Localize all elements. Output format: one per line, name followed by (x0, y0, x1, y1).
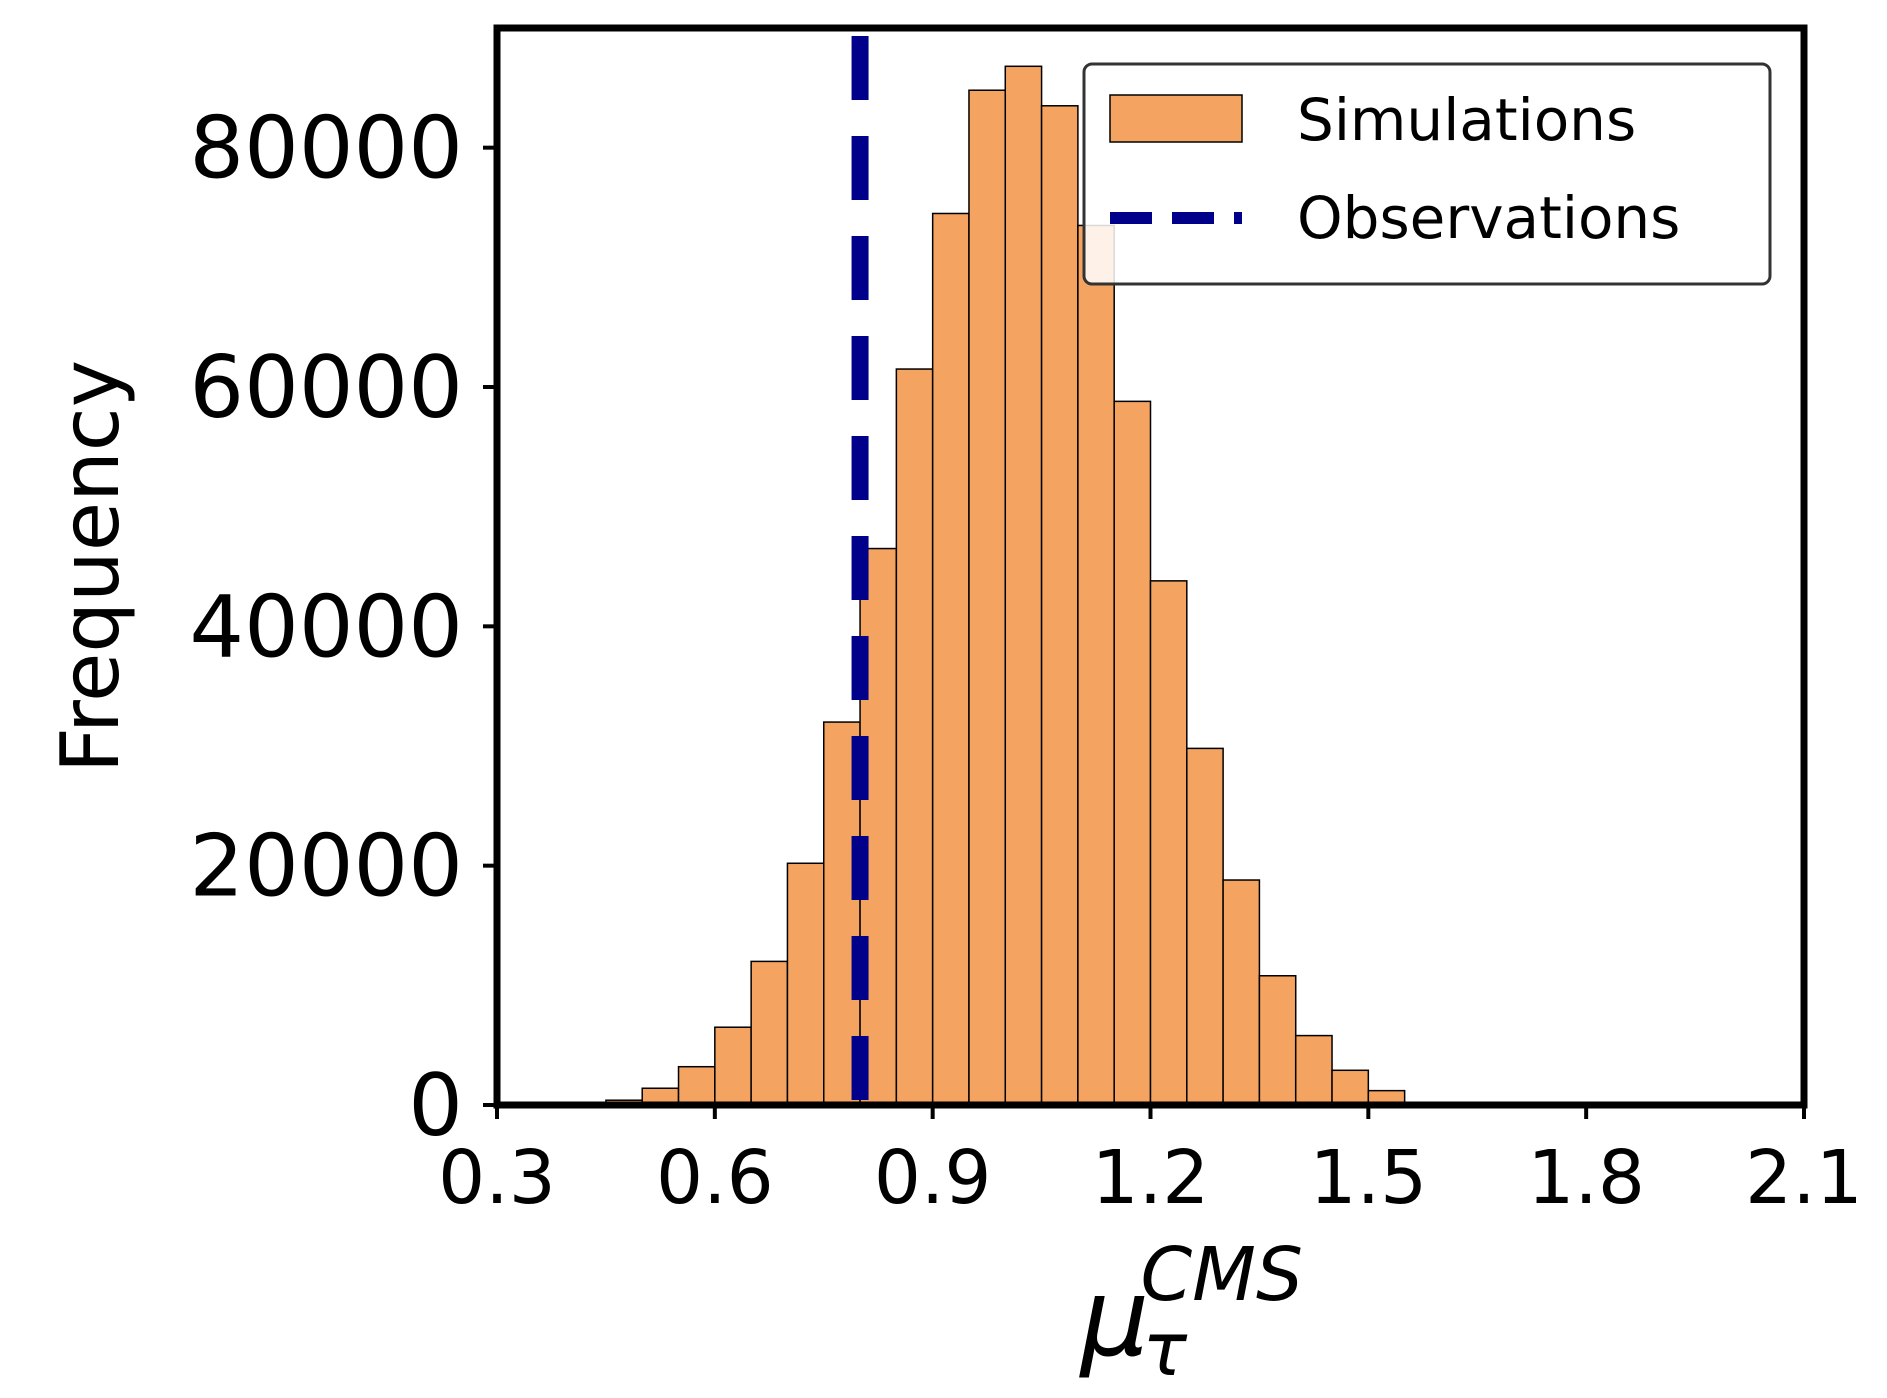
histogram-bar (1258, 975, 1297, 1106)
x-tick-label: 1.5 (1309, 1135, 1427, 1221)
legend-simulations-label: Simulations (1297, 86, 1636, 154)
histogram-bar (1004, 65, 1043, 1106)
x-axis-title-base: μ (1079, 1256, 1150, 1381)
x-axis-title: μ CMS τ (1079, 1232, 1304, 1393)
y-tick-label: 60000 (189, 338, 463, 438)
histogram-bar (714, 1026, 752, 1106)
histogram-bar (677, 1065, 716, 1106)
x-tick-label: 0.9 (874, 1135, 992, 1221)
y-tick-label: 20000 (189, 817, 463, 917)
y-tick-label: 40000 (189, 577, 463, 677)
y-axis-title: Frequency (44, 360, 137, 773)
histogram-bar (895, 368, 934, 1106)
histogram-bar (750, 960, 789, 1106)
histogram-bar (1077, 224, 1115, 1106)
histogram-bar (786, 862, 825, 1106)
y-axis-ticks: 0 20000 40000 60000 80000 (189, 99, 497, 1156)
x-tick-label: 2.1 (1745, 1135, 1863, 1221)
histogram-bars (605, 65, 1406, 1106)
legend-box (1082, 62, 1772, 286)
x-axis-ticks: 0.3 0.6 0.9 1.2 1.5 1.8 2.1 (438, 1105, 1863, 1221)
legend-simulations-swatch (1109, 94, 1243, 143)
histogram-bar (931, 212, 970, 1106)
histogram-bar (1040, 105, 1079, 1106)
histogram-bar (968, 89, 1007, 1106)
x-axis-title-superscript: CMS (1141, 1232, 1304, 1318)
legend: Simulations Observations (1082, 62, 1772, 286)
y-tick-label: 0 (408, 1056, 463, 1156)
x-tick-label: 0.6 (656, 1135, 774, 1221)
histogram-bar (1149, 580, 1188, 1106)
x-tick-label: 1.8 (1527, 1135, 1645, 1221)
x-tick-label: 1.2 (1092, 1135, 1210, 1221)
histogram-bar (1222, 879, 1261, 1106)
x-axis-title-subscript: τ (1143, 1307, 1188, 1393)
histogram-bar (1294, 1034, 1333, 1106)
x-tick-label: 0.3 (438, 1135, 556, 1221)
histogram-bar (1113, 400, 1152, 1106)
histogram-bar (1186, 747, 1224, 1106)
legend-observations-label: Observations (1297, 184, 1680, 252)
y-tick-label: 80000 (189, 99, 463, 199)
histogram-bar (859, 547, 898, 1106)
histogram-bar (1331, 1069, 1370, 1106)
